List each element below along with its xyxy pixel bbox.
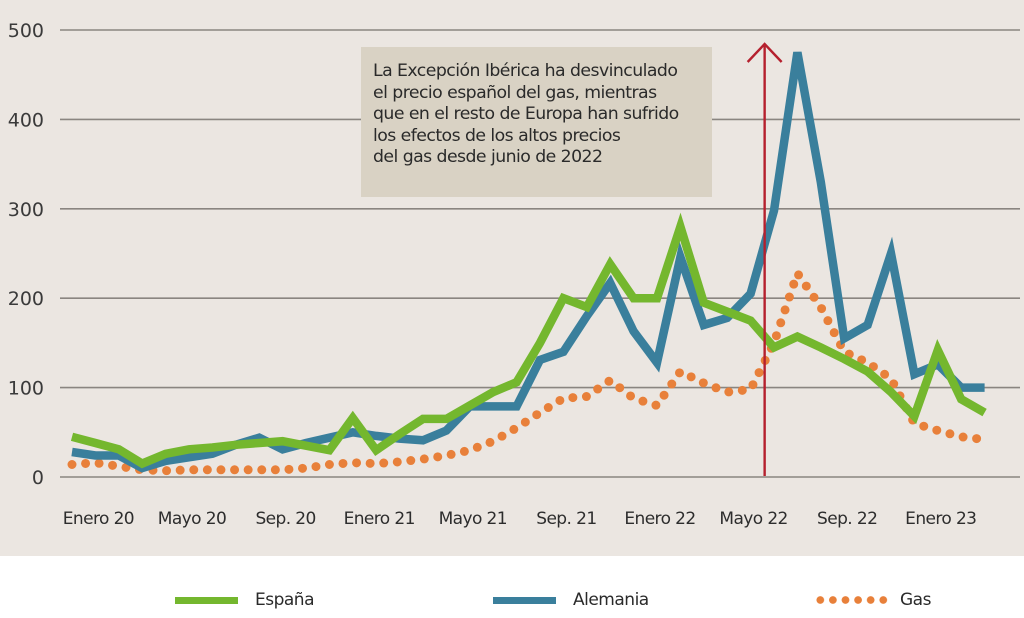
x-axis-ticks: Enero 20 Mayo 20 Sep. 20 Enero 21 Mayo 21 Sep… xyxy=(63,509,977,529)
annotation-line: el precio español del gas, mientras xyxy=(373,82,657,103)
legend-label-alemania: Alemania xyxy=(573,590,649,610)
legend-swatch-espana xyxy=(175,596,238,604)
series-espana-line xyxy=(70,212,987,469)
x-tick-label: Enero 20 xyxy=(63,509,134,529)
annotation-line: los efectos de los altos precios xyxy=(373,125,621,146)
arrow-up-icon xyxy=(746,42,783,63)
y-tick-label: 0 xyxy=(32,467,44,489)
legend-swatch-gas xyxy=(814,596,890,604)
legend-item-espana: España xyxy=(175,588,315,612)
series-gas-line xyxy=(67,263,990,476)
x-tick-label: Mayo 22 xyxy=(719,509,787,529)
x-tick-label: Enero 21 xyxy=(344,509,415,529)
june-2022-marker xyxy=(746,42,783,476)
annotation-line: La Excepción Ibérica ha desvinculado xyxy=(373,61,678,81)
legend-swatch-alemania xyxy=(493,596,556,604)
x-tick-label: Sep. 20 xyxy=(255,509,315,529)
x-tick-label: Mayo 21 xyxy=(439,509,507,529)
x-tick-label: Sep. 21 xyxy=(536,509,596,529)
y-tick-label: 300 xyxy=(8,199,44,221)
x-tick-label: Enero 23 xyxy=(905,509,976,529)
chart-panel: 0 100 200 300 400 500 Enero 20 Mayo 20 Sep. 20 E… xyxy=(0,0,1024,556)
y-tick-label: 200 xyxy=(8,288,44,310)
series-group xyxy=(67,51,990,476)
y-tick-label: 400 xyxy=(8,109,44,131)
legend-item-alemania: Alemania xyxy=(493,588,649,612)
annotation-line: del gas desde junio de 2022 xyxy=(373,147,603,168)
y-tick-label: 100 xyxy=(8,378,44,400)
x-tick-label: Mayo 20 xyxy=(158,509,226,529)
legend-label-gas: Gas xyxy=(900,590,931,610)
legend-label-espana: España xyxy=(255,590,315,610)
y-axis-ticks: 0 100 200 300 400 500 xyxy=(8,20,44,489)
y-tick-label: 500 xyxy=(8,20,44,42)
x-tick-label: Enero 22 xyxy=(624,509,695,529)
annotation-box: La Excepción Ibérica ha desvinculado el … xyxy=(361,47,712,197)
annotation-line: que en el resto de Europa han sufrido xyxy=(373,104,679,125)
legend-item-gas: Gas xyxy=(814,588,931,612)
x-tick-label: Sep. 22 xyxy=(817,509,877,529)
